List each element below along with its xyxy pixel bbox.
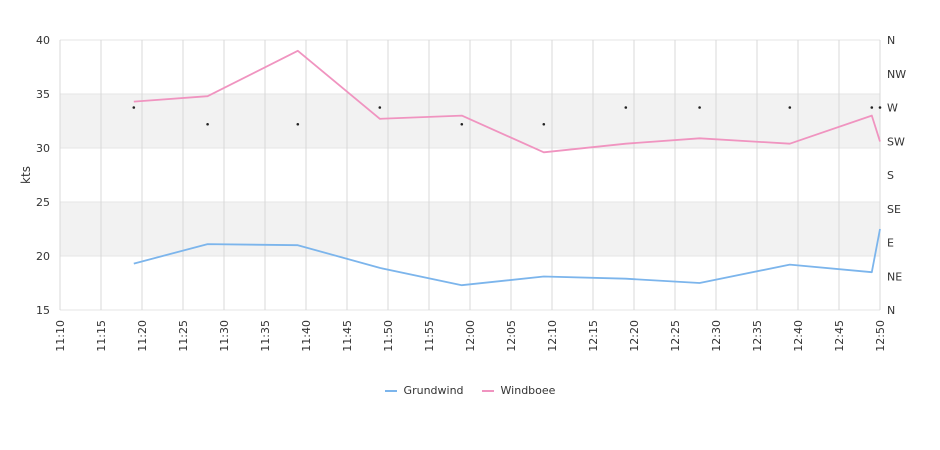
legend-item-grundwind[interactable]: Grundwind <box>384 384 464 397</box>
direction-point-4 <box>460 122 464 126</box>
direction-point-10 <box>878 106 882 109</box>
direction-point-8 <box>788 106 792 109</box>
x-tick-label-4: 11:30 <box>218 320 231 352</box>
x-tick-label-17: 12:35 <box>751 320 764 352</box>
series-line-grundwind <box>133 228 881 287</box>
y-tick-label-1: 20 <box>36 250 50 263</box>
direction-point-5 <box>542 122 546 126</box>
direction-point-2 <box>296 122 300 126</box>
y-tick-label-4: 35 <box>36 88 50 101</box>
right-tick-label-7: NE <box>887 270 902 283</box>
x-tick-label-6: 11:40 <box>300 320 313 352</box>
x-tick-label-2: 11:20 <box>136 320 149 352</box>
x-tick-label-18: 12:40 <box>792 320 805 352</box>
x-tick-label-20: 12:50 <box>874 320 887 352</box>
legend-swatch-grundwind <box>384 389 397 392</box>
right-tick-label-2: W <box>887 102 898 115</box>
right-tick-label-3: SW <box>887 135 905 148</box>
direction-point-3 <box>378 106 382 109</box>
y-tick-label-2: 25 <box>36 196 50 209</box>
legend-swatch-windboee <box>481 389 494 392</box>
x-tick-label-3: 11:25 <box>177 320 190 352</box>
direction-point-1 <box>206 122 209 126</box>
direction-point-7 <box>698 106 701 109</box>
y-tick-label-5: 40 <box>36 34 50 47</box>
right-tick-label-8: N <box>887 304 895 317</box>
legend-item-windboee[interactable]: Windboee <box>481 384 556 397</box>
right-tick-label-0: N <box>887 34 895 47</box>
x-tick-label-13: 12:15 <box>587 320 600 352</box>
legend-label-windboee: Windboee <box>500 384 556 397</box>
legend-label-grundwind: Grundwind <box>403 384 464 397</box>
right-tick-label-4: S <box>887 169 894 182</box>
right-tick-label-5: SE <box>887 203 901 216</box>
direction-point-9 <box>870 106 874 109</box>
right-tick-label-6: E <box>887 237 894 250</box>
chart-canvas: 15 20 25 30 35 40 N NW W SW S SE E NE N 11:10 11:15 11:20… <box>19 34 906 352</box>
x-tick-label-10: 12:00 <box>464 320 477 352</box>
series-line-windboee <box>133 49 881 154</box>
legend: Grundwind Windboee <box>0 384 940 397</box>
direction-point-6 <box>624 106 628 109</box>
right-tick-label-1: NW <box>887 68 906 81</box>
x-tick-label-14: 12:20 <box>628 320 641 352</box>
direction-point-0 <box>132 106 136 109</box>
x-tick-label-1: 11:15 <box>95 320 108 352</box>
x-tick-label-8: 11:50 <box>382 320 395 352</box>
x-tick-label-7: 11:45 <box>341 320 354 352</box>
y-tick-label-3: 30 <box>36 142 50 155</box>
x-tick-label-16: 12:30 <box>710 320 723 352</box>
x-tick-label-5: 11:35 <box>259 320 272 352</box>
x-tick-label-0: 11:10 <box>54 320 67 352</box>
x-tick-label-12: 12:10 <box>546 320 559 352</box>
x-tick-label-15: 12:25 <box>669 320 682 352</box>
y-axis-label: kts <box>19 166 33 184</box>
y-tick-label-0: 15 <box>36 304 50 317</box>
x-tick-label-11: 12:05 <box>505 320 518 352</box>
x-tick-label-9: 11:55 <box>423 320 436 352</box>
x-tick-label-19: 12:45 <box>833 320 846 352</box>
